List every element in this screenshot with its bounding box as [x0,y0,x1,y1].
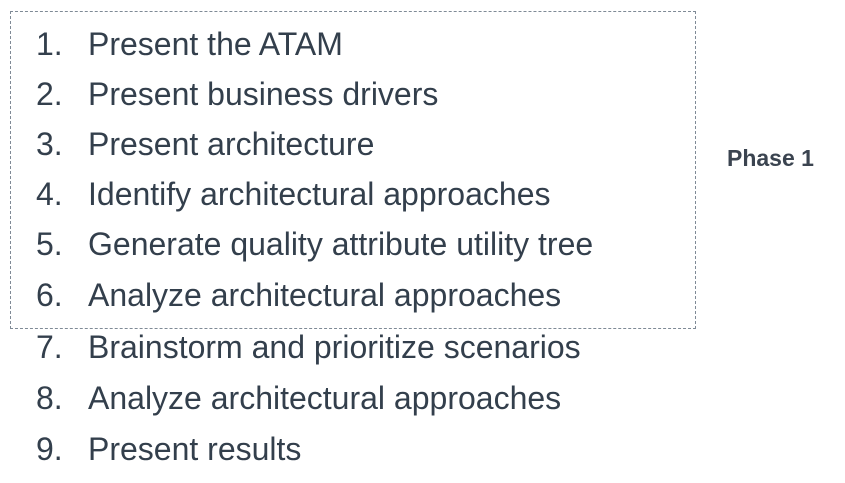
step-number: 3. [36,126,63,162]
step-label: Identify architectural approaches [88,176,551,212]
step-number: 5. [36,226,63,262]
step-number: 2. [36,76,63,112]
step-number: 7. [36,329,63,365]
step-number: 1. [36,26,63,62]
phase-1-boundary [10,11,696,329]
step-number: 9. [36,431,63,467]
step-label: Present business drivers [88,76,439,112]
step-number: 4. [36,176,63,212]
step-label: Generate quality attribute utility tree [88,226,594,262]
step-label: Analyze architectural approaches [88,277,562,313]
step-label: Present results [88,431,302,467]
step-label: Present architecture [88,126,375,162]
step-number: 6. [36,277,63,313]
step-label: Analyze architectural approaches [88,380,562,416]
step-number: 8. [36,380,63,416]
step-label: Present the ATAM [88,26,343,62]
phase-label: Phase 1 [727,145,814,171]
step-label: Brainstorm and prioritize scenarios [88,329,581,365]
